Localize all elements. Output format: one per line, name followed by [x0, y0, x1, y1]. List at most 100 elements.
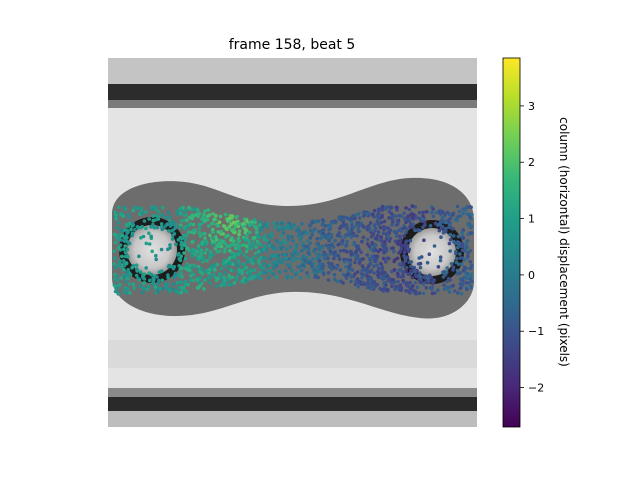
- displacement-point: [439, 255, 443, 259]
- displacement-point: [223, 276, 227, 280]
- displacement-point: [132, 209, 136, 213]
- displacement-point: [160, 269, 164, 273]
- displacement-point: [340, 242, 344, 246]
- displacement-point: [362, 273, 366, 277]
- displacement-point: [395, 223, 399, 227]
- displacement-point: [466, 212, 470, 216]
- displacement-point: [317, 230, 321, 234]
- displacement-point: [376, 273, 380, 277]
- displacement-point: [337, 254, 341, 258]
- displacement-point: [323, 257, 327, 261]
- displacement-point: [452, 212, 456, 216]
- displacement-point: [157, 279, 161, 283]
- displacement-point: [409, 269, 413, 273]
- displacement-point: [400, 243, 404, 247]
- displacement-point: [245, 220, 249, 224]
- displacement-point: [114, 213, 118, 217]
- displacement-point: [287, 226, 291, 230]
- displacement-point: [409, 239, 413, 243]
- displacement-point: [430, 211, 434, 215]
- displacement-point: [142, 272, 146, 276]
- displacement-point: [398, 262, 402, 266]
- displacement-point: [295, 246, 299, 250]
- displacement-point: [352, 243, 356, 247]
- displacement-point: [386, 256, 390, 260]
- displacement-point: [439, 219, 443, 223]
- displacement-point: [197, 265, 201, 269]
- displacement-point: [182, 219, 186, 223]
- displacement-point: [382, 232, 386, 236]
- displacement-point: [160, 228, 164, 232]
- displacement-point: [418, 229, 422, 233]
- displacement-point: [382, 251, 386, 255]
- displacement-point: [397, 229, 401, 233]
- displacement-point: [418, 211, 422, 215]
- displacement-point: [205, 248, 209, 252]
- displacement-point: [204, 251, 208, 255]
- displacement-point: [321, 218, 325, 222]
- displacement-point: [425, 210, 429, 214]
- displacement-point: [233, 281, 237, 285]
- displacement-point: [206, 277, 210, 281]
- displacement-point: [399, 268, 403, 272]
- displacement-point: [327, 261, 331, 265]
- displacement-point: [311, 257, 315, 261]
- displacement-point: [437, 223, 441, 227]
- displacement-point: [302, 254, 306, 258]
- displacement-point: [461, 231, 465, 235]
- displacement-point: [143, 219, 147, 223]
- displacement-point: [361, 224, 365, 228]
- displacement-point: [412, 289, 416, 293]
- displacement-point: [183, 213, 187, 217]
- displacement-point: [154, 285, 158, 289]
- displacement-point: [237, 233, 241, 237]
- displacement-point: [232, 269, 236, 273]
- displacement-point: [203, 236, 207, 240]
- displacement-point: [221, 262, 225, 266]
- displacement-point: [120, 255, 124, 259]
- displacement-point: [248, 231, 252, 235]
- displacement-point: [460, 292, 464, 296]
- displacement-point: [283, 253, 287, 257]
- displacement-point: [372, 271, 376, 275]
- displacement-point: [176, 212, 180, 216]
- displacement-point: [406, 272, 410, 276]
- displacement-point: [425, 286, 429, 290]
- displacement-point: [185, 226, 189, 230]
- displacement-point: [139, 270, 143, 274]
- displacement-point: [458, 271, 462, 275]
- displacement-point: [402, 274, 406, 278]
- displacement-point: [229, 223, 233, 227]
- displacement-point: [117, 233, 121, 237]
- displacement-point: [456, 205, 460, 209]
- displacement-point: [386, 289, 390, 293]
- displacement-point: [300, 222, 304, 226]
- displacement-point: [469, 225, 473, 229]
- displacement-point: [234, 247, 238, 251]
- displacement-point: [263, 262, 267, 266]
- displacement-point: [216, 224, 220, 228]
- colorbar-tick-label: 0: [528, 269, 535, 282]
- displacement-point: [122, 290, 126, 294]
- displacement-point: [367, 282, 371, 286]
- displacement-point: [308, 242, 312, 246]
- displacement-point: [139, 236, 143, 240]
- displacement-point: [128, 291, 132, 295]
- displacement-point: [451, 227, 455, 231]
- displacement-point: [211, 228, 215, 232]
- displacement-point: [345, 223, 349, 227]
- displacement-point: [257, 250, 261, 254]
- displacement-point: [413, 228, 417, 232]
- displacement-point: [402, 211, 406, 215]
- displacement-point: [383, 243, 387, 247]
- displacement-point: [402, 224, 406, 228]
- displacement-point: [228, 220, 232, 224]
- displacement-point: [198, 255, 202, 259]
- displacement-point: [130, 224, 134, 228]
- displacement-point: [335, 280, 339, 284]
- displacement-point: [469, 231, 473, 235]
- displacement-point: [208, 268, 212, 272]
- colorbar-tick-label: 2: [528, 156, 535, 169]
- displacement-point: [318, 262, 322, 266]
- displacement-point: [403, 216, 407, 220]
